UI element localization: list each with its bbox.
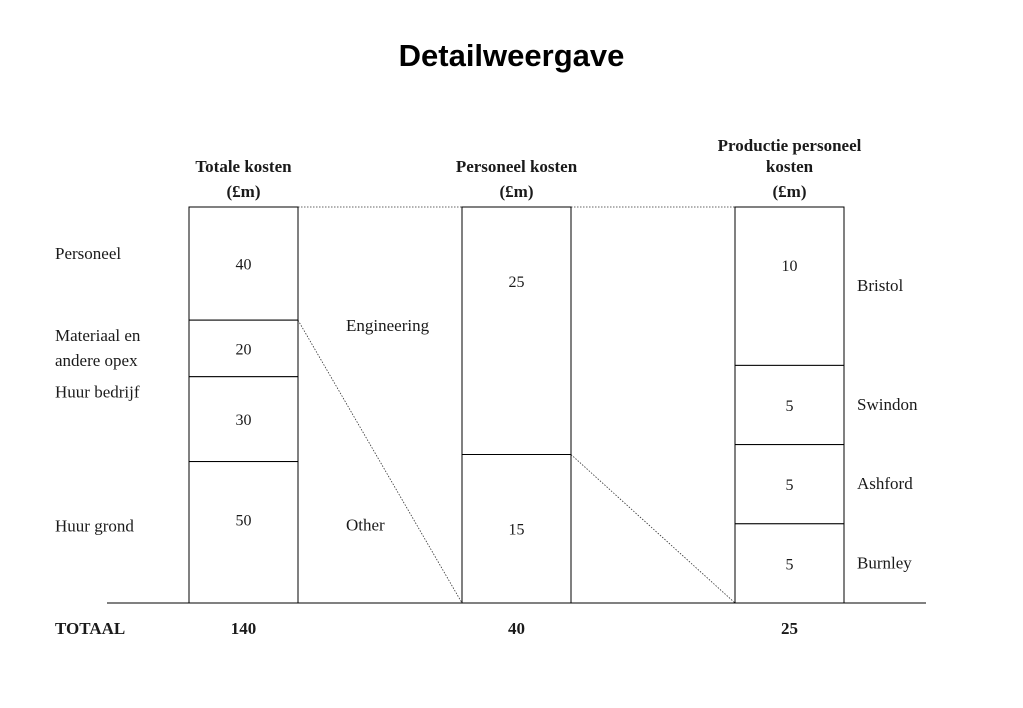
bars-group (107, 206, 926, 604)
bar-segment (188, 461, 299, 604)
category-label: Huur grond (55, 517, 134, 536)
data-label: 5 (786, 556, 794, 573)
category-label: Materiaal en (55, 326, 141, 345)
category-label: Personeel (55, 244, 121, 263)
data-label: 15 (509, 522, 525, 539)
bar-segment (734, 206, 845, 366)
bar-segment (734, 523, 845, 604)
column-total: 40 (508, 619, 525, 638)
data-label: 30 (236, 412, 252, 429)
connector-line (297, 319, 463, 604)
category-label: Huur bedrijf (55, 383, 140, 402)
chart-title: Detailweergave (398, 38, 625, 73)
column-header: Totale kosten (195, 157, 292, 176)
category-label: Other (346, 516, 385, 535)
column-header: Personeel kosten (456, 157, 578, 176)
data-label: 10 (782, 258, 798, 275)
category-label: andere opex (55, 351, 138, 370)
column-total: 140 (231, 619, 257, 638)
column-total: 25 (781, 619, 798, 638)
category-label: Bristol (857, 276, 904, 295)
category-label: Burnley (857, 553, 912, 572)
column-header: (£m) (500, 182, 534, 201)
data-label: 5 (786, 477, 794, 494)
bar-segment (188, 376, 299, 463)
bar-segment (461, 454, 572, 604)
total-label: TOTAAL (55, 619, 125, 638)
data-label: 20 (236, 341, 252, 358)
category-label: Engineering (346, 316, 430, 335)
bar-segment (734, 444, 845, 525)
data-label: 25 (509, 274, 525, 291)
data-label: 50 (236, 513, 252, 530)
labels-group: 40 Personeel 20 Materiaal en andere opex 30 Hu… (55, 136, 918, 638)
category-label: Ashford (857, 474, 913, 493)
column-header: (£m) (773, 182, 807, 201)
bar-segment (188, 319, 299, 378)
column-header: (£m) (227, 182, 261, 201)
data-label: 40 (236, 257, 252, 274)
connector-lines (297, 206, 736, 604)
column-header: Productie personeel (718, 136, 862, 155)
bar-segment (461, 206, 572, 455)
bar-segment (734, 364, 845, 446)
column-header: kosten (766, 157, 814, 176)
category-label: Swindon (857, 395, 918, 414)
data-label: 5 (786, 398, 794, 415)
connector-line (570, 454, 736, 604)
